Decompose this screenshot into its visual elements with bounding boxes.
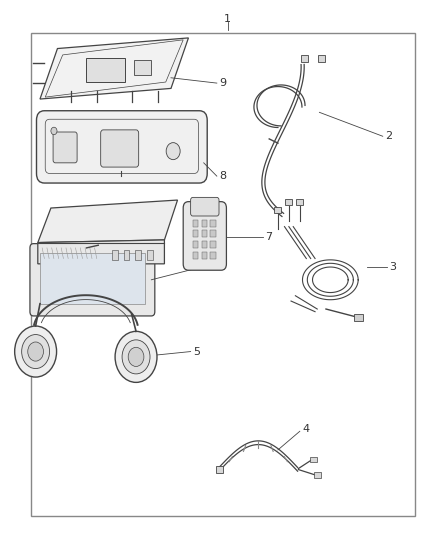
Text: 3: 3	[389, 262, 396, 271]
FancyBboxPatch shape	[30, 244, 155, 316]
Bar	[86, 58, 125, 82]
Bar	[275, 207, 282, 213]
Circle shape	[51, 127, 57, 135]
FancyBboxPatch shape	[53, 132, 77, 163]
FancyBboxPatch shape	[183, 201, 226, 270]
Bar	[201, 220, 207, 227]
Text: 8: 8	[219, 171, 226, 181]
Bar	[354, 314, 363, 321]
Text: 7: 7	[265, 232, 272, 243]
Bar	[193, 241, 198, 248]
Bar	[124, 250, 129, 260]
FancyBboxPatch shape	[36, 111, 207, 183]
Bar	[210, 241, 216, 248]
Circle shape	[21, 335, 49, 368]
Bar	[286, 199, 292, 205]
Bar	[296, 199, 303, 205]
Bar	[112, 250, 118, 260]
Bar	[210, 230, 216, 237]
Bar	[31, 33, 416, 516]
Bar	[193, 230, 198, 237]
Polygon shape	[40, 38, 188, 99]
Polygon shape	[38, 200, 177, 243]
Polygon shape	[38, 240, 164, 264]
Bar	[210, 252, 216, 259]
FancyBboxPatch shape	[191, 197, 219, 216]
Text: 2: 2	[385, 131, 392, 141]
Bar	[310, 457, 317, 462]
Bar	[40, 253, 145, 304]
Bar	[134, 60, 151, 75]
Bar	[193, 252, 198, 259]
Circle shape	[14, 326, 57, 377]
Text: 1: 1	[224, 14, 231, 25]
Bar	[193, 220, 198, 227]
Circle shape	[166, 143, 180, 160]
Bar	[314, 472, 321, 478]
Text: 4: 4	[302, 424, 309, 434]
Bar	[210, 220, 216, 227]
FancyBboxPatch shape	[101, 130, 139, 167]
Bar	[318, 55, 325, 62]
Circle shape	[122, 340, 150, 374]
Text: 9: 9	[219, 78, 226, 88]
Bar	[147, 250, 152, 260]
Bar	[201, 241, 207, 248]
Circle shape	[28, 342, 43, 361]
Text: 5: 5	[193, 346, 200, 357]
Text: 6: 6	[206, 262, 213, 271]
Circle shape	[128, 348, 144, 367]
Bar	[201, 230, 207, 237]
Bar	[135, 250, 141, 260]
Circle shape	[115, 332, 157, 382]
Bar	[215, 466, 223, 473]
Bar	[201, 252, 207, 259]
Bar	[300, 55, 307, 62]
